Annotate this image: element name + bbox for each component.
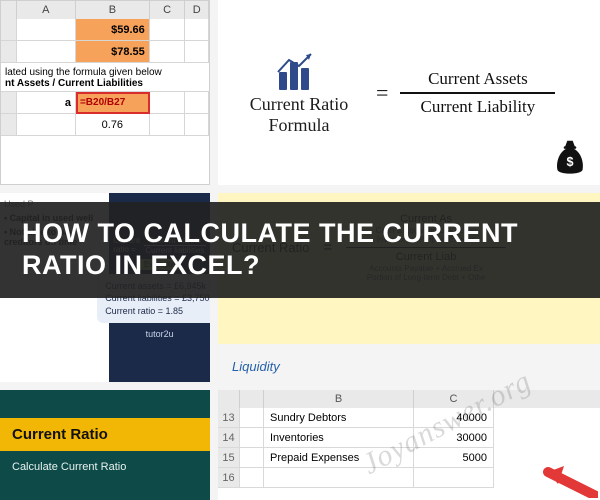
excel1-result-cell: 0.76: [76, 114, 150, 136]
teal-title: Current Ratio: [0, 418, 210, 451]
yellow-fraction: Current As Cash & Equivalents + Accou In…: [346, 213, 506, 282]
excel2-row[interactable]: 16: [218, 468, 600, 488]
formula-denominator: Current Liability: [421, 94, 536, 117]
excel2-row[interactable]: 14Inventories30000: [218, 428, 600, 448]
excel-snippet-top-left: A B C D $59.66 $78.55 lated using the fo…: [0, 0, 210, 185]
excel1-column-headers: A B C D: [1, 1, 209, 19]
current-ratio-formula-card: Current Ratio Formula = Current Assets C…: [218, 0, 600, 185]
excel2-cell-label: [264, 468, 414, 488]
tutor2u-example-card: Used P Capital in used well Not able to …: [0, 193, 210, 382]
yellow-denominator: Current Liab: [396, 251, 457, 263]
formula-title: Current Ratio Formula: [234, 94, 364, 135]
excel1-formula-cell[interactable]: =B20/B27: [76, 92, 150, 114]
excel2-row[interactable]: 15Prepaid Expenses5000: [218, 448, 600, 468]
example-bullets: Capital in used well Not able to pay cre…: [4, 213, 103, 247]
equals-sign: =: [376, 80, 388, 106]
money-bag-icon: $: [552, 137, 588, 177]
excel2-cell-value: 40000: [414, 408, 494, 428]
formula-numerator: Current Assets: [428, 69, 528, 92]
yellow-label: Current Ratio: [232, 240, 309, 255]
excel2-cell-value: 5000: [414, 448, 494, 468]
yellow-note: Liquidity: [232, 359, 280, 374]
teal-current-ratio-card: Current Ratio Calculate Current Ratio: [0, 390, 210, 500]
excel1-formula-row[interactable]: a =B20/B27: [1, 92, 209, 114]
excel2-row[interactable]: 13Sundry Debtors40000: [218, 408, 600, 428]
excel2-cell-label: Prepaid Expenses: [264, 448, 414, 468]
excel1-value-1[interactable]: $59.66: [76, 19, 150, 41]
svg-text:$: $: [566, 155, 573, 169]
excel1-result-row[interactable]: 0.76: [1, 114, 209, 136]
bar-chart-icon: [275, 50, 323, 90]
excel1-row[interactable]: $59.66: [1, 19, 209, 41]
current-ratio-yellow-card: Current Ratio = Current As Cash & Equiva…: [218, 193, 600, 382]
yellow-numerator: Current As: [400, 213, 452, 225]
excel2-cell-label: Sundry Debtors: [264, 408, 414, 428]
teal-subtitle: Calculate Current Ratio: [12, 461, 198, 473]
example-mini-fraction: Current ratio = Current assets Current l…: [113, 236, 206, 255]
excel1-row[interactable]: $78.55: [1, 41, 209, 63]
example-values-box: Current assets = £6,945k Current liabili…: [97, 274, 210, 324]
excel2-cell-label: Inventories: [264, 428, 414, 448]
excel2-headers: B C: [218, 390, 600, 408]
formula-fraction: Current Assets Current Liability: [400, 69, 555, 117]
excel-snippet-bottom-right: B C 13Sundry Debtors4000014Inventories30…: [218, 390, 600, 500]
excel2-cell-value: [414, 468, 494, 488]
excel1-banner: lated using the formula given below nt A…: [1, 63, 209, 92]
excel2-cell-value: 30000: [414, 428, 494, 448]
example-leftover-label: Used P: [4, 199, 103, 209]
tutor2u-logo-text: tutor2u: [146, 329, 174, 339]
example-badge: Example: [138, 259, 181, 270]
excel1-value-2[interactable]: $78.55: [76, 41, 150, 63]
